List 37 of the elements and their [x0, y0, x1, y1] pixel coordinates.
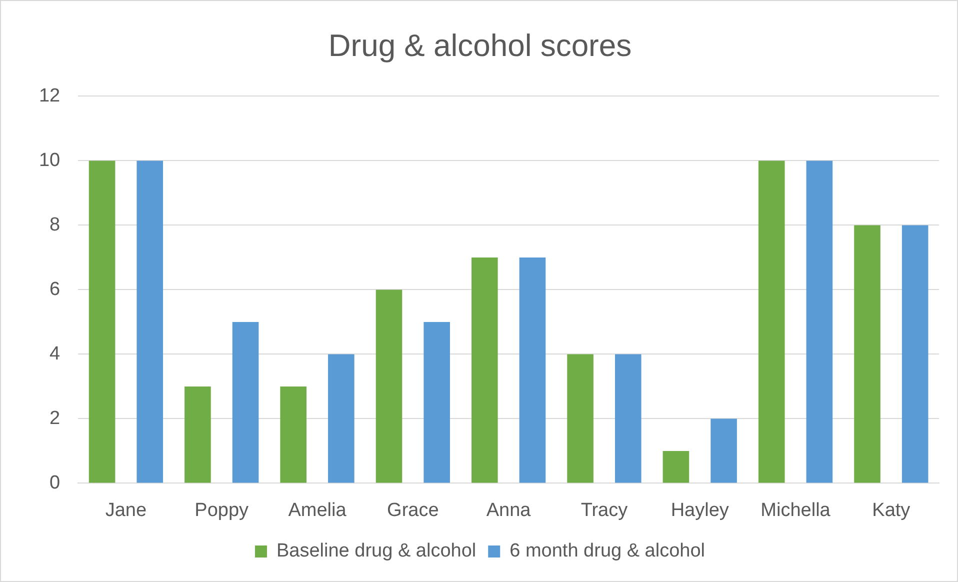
bar	[902, 225, 928, 483]
bar	[376, 290, 402, 483]
bar	[806, 160, 833, 483]
x-tick-label: Grace	[387, 500, 439, 521]
x-tick-label: Tracy	[580, 500, 628, 521]
bar	[472, 257, 498, 483]
y-tick-label: 0	[50, 472, 60, 494]
x-tick-label: Anna	[486, 500, 532, 521]
bar	[136, 160, 164, 483]
y-tick-label: 4	[50, 343, 61, 364]
bar	[328, 354, 354, 483]
bar	[280, 386, 307, 483]
bar	[184, 386, 211, 483]
bar	[710, 418, 737, 483]
bar	[519, 257, 546, 483]
bar	[88, 160, 116, 483]
x-tick-label: Michella	[760, 500, 831, 521]
legend-label: 6 month drug & alcohol	[510, 540, 706, 562]
y-tick-label: 8	[50, 214, 60, 236]
legend-label: Baseline drug & alcohol	[276, 540, 476, 562]
x-tick-label: Hayley	[670, 500, 730, 521]
x-tick-label: Katy	[872, 500, 911, 521]
bar	[662, 450, 690, 483]
bar	[614, 354, 642, 483]
y-tick-label: 12	[38, 85, 60, 106]
chart-title: Drug & alcohol scores	[328, 28, 632, 64]
y-tick-label: 6	[50, 278, 60, 300]
bar	[567, 354, 594, 483]
y-tick-label: 2	[50, 408, 60, 429]
x-tick-label: Jane	[105, 500, 147, 521]
x-tick-label: Poppy	[194, 500, 250, 521]
bar	[758, 160, 785, 483]
x-tick-label: Amelia	[288, 500, 347, 521]
bar	[854, 225, 880, 483]
y-tick-label: 10	[38, 150, 60, 171]
bar	[424, 322, 450, 483]
bar	[232, 322, 259, 483]
